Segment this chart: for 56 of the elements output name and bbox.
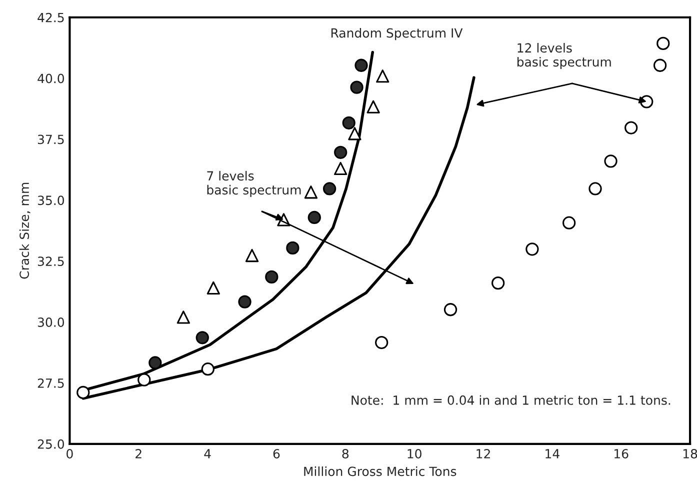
- point: [148, 356, 162, 370]
- point: [334, 146, 348, 159]
- point: [342, 116, 356, 130]
- point: [334, 162, 348, 176]
- point: [376, 70, 390, 83]
- point: [238, 295, 252, 308]
- point: [286, 241, 300, 255]
- y-tick-label: 27.5: [38, 378, 64, 388]
- y-tick-label: 35.0: [38, 196, 64, 206]
- point: [76, 386, 90, 400]
- point: [354, 58, 368, 72]
- annotation: Note: 1 mm = 0.04 in and 1 metric ton = 1.1 tons.: [352, 395, 670, 405]
- annotation: 7 levels basic spectrum: [207, 170, 301, 198]
- annotation: 12 levels basic spectrum: [517, 42, 611, 70]
- x-tick-label: 16: [614, 449, 628, 458]
- point: [350, 80, 364, 94]
- point: [265, 270, 278, 284]
- point: [366, 100, 380, 114]
- x-tick-label: 18: [683, 449, 697, 458]
- x-tick-label: 0: [66, 449, 73, 458]
- point: [375, 336, 388, 350]
- point: [588, 182, 602, 196]
- y-tick-label: 30.0: [38, 318, 64, 327]
- point: [656, 36, 670, 50]
- point: [491, 276, 505, 290]
- y-axis-title: Crack Size, mm: [19, 182, 30, 279]
- point: [653, 58, 667, 72]
- y-tick-label: 40.0: [38, 74, 64, 84]
- point: [604, 154, 618, 168]
- point: [526, 242, 539, 256]
- point: [562, 216, 576, 230]
- point: [308, 210, 321, 224]
- annotation: Random Spectrum IV: [331, 28, 463, 40]
- x-axis-title: Million Gross Metric Tons: [304, 466, 456, 476]
- point: [176, 310, 190, 324]
- y-tick-label: 42.5: [38, 12, 64, 22]
- point: [444, 303, 458, 316]
- x-tick-label: 2: [136, 449, 142, 458]
- x-tick-label: 10: [408, 449, 422, 458]
- point: [348, 127, 362, 140]
- x-tick-label: 12: [476, 449, 490, 458]
- point: [624, 121, 638, 134]
- x-tick-label: 4: [204, 449, 211, 458]
- point: [322, 182, 336, 196]
- x-tick-label: 6: [273, 449, 280, 458]
- point: [245, 248, 259, 262]
- point: [196, 331, 209, 344]
- y-tick-label: 37.5: [38, 134, 64, 144]
- y-tick-label: 25.0: [38, 439, 64, 449]
- x-tick-label: 8: [342, 449, 349, 458]
- point: [138, 373, 151, 386]
- x-tick-label: 14: [546, 449, 560, 458]
- point: [206, 281, 220, 294]
- point: [304, 186, 318, 199]
- point: [201, 362, 214, 376]
- y-tick-label: 32.5: [38, 256, 64, 266]
